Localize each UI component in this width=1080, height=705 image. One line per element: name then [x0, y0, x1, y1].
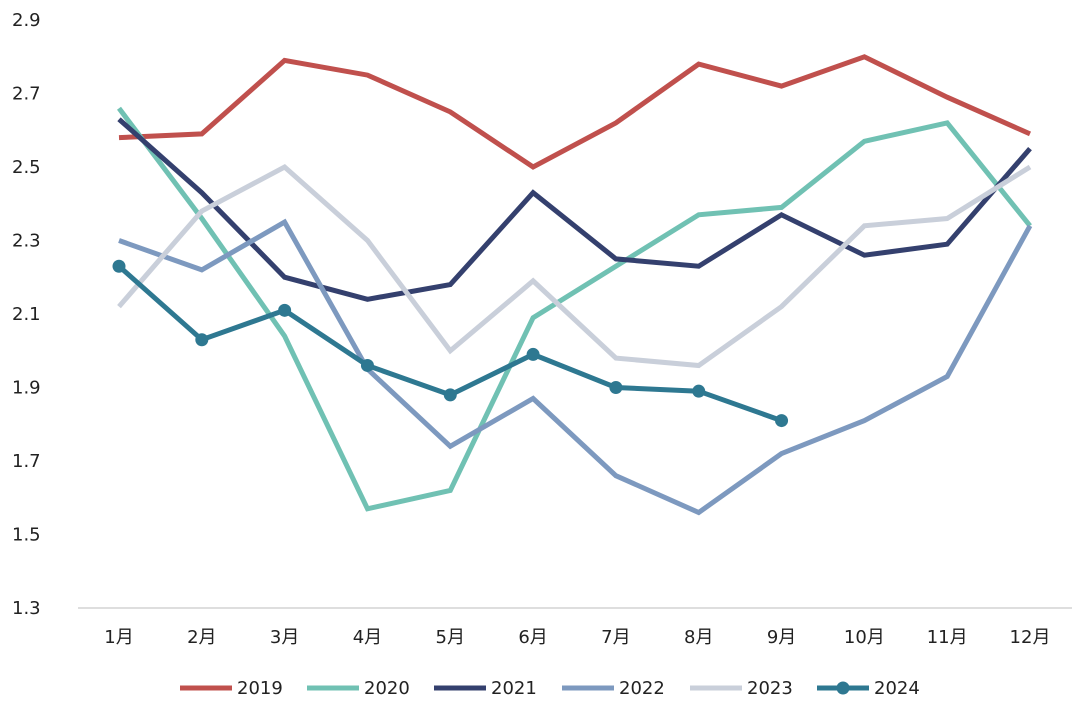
y-tick-label: 1.3 — [12, 598, 41, 619]
data-point-2024 — [112, 259, 126, 273]
y-tick-label: 2.1 — [12, 304, 41, 325]
legend-label: 2022 — [619, 678, 665, 699]
series-lines — [112, 54, 1033, 516]
x-tick-label: 2月 — [187, 627, 216, 648]
y-tick-label: 2.7 — [12, 84, 41, 105]
x-tick-label: 8月 — [684, 627, 713, 648]
legend-marker — [836, 681, 850, 695]
data-point-2024 — [278, 303, 292, 317]
legend-label: 2023 — [747, 678, 793, 699]
series-line-2021 — [117, 117, 1032, 302]
legend-label: 2024 — [874, 678, 920, 699]
y-tick-label: 1.5 — [12, 525, 41, 546]
legend-item-2024: 2024 — [817, 678, 920, 699]
x-axis-ticks: 1月 2月 3月 4月 5月 6月 7月 8月 9月 10月 11月 12月 — [104, 627, 1050, 648]
x-tick-label: 7月 — [601, 627, 630, 648]
data-point-2024 — [195, 333, 209, 347]
legend-item-2020: 2020 — [307, 678, 410, 699]
x-tick-label: 10月 — [844, 627, 885, 648]
x-tick-label: 9月 — [767, 627, 796, 648]
legend-label: 2019 — [237, 678, 283, 699]
x-tick-label: 11月 — [927, 627, 968, 648]
legend: 2019 2020 2021 2022 2023 2024 — [180, 678, 920, 699]
x-tick-label: 6月 — [518, 627, 547, 648]
legend-item-2022: 2022 — [562, 678, 665, 699]
series-line-2022 — [118, 218, 1033, 516]
series-line-2023 — [117, 163, 1032, 369]
legend-item-2019: 2019 — [180, 678, 283, 699]
legend-label: 2020 — [364, 678, 410, 699]
data-point-2024 — [609, 381, 623, 394]
x-tick-label: 5月 — [436, 627, 465, 648]
y-tick-label: 2.9 — [12, 10, 41, 31]
x-tick-label: 1月 — [104, 627, 133, 648]
data-point-2024 — [526, 347, 540, 361]
data-point-2024 — [692, 384, 706, 398]
legend-item-2023: 2023 — [690, 678, 793, 699]
data-point-2024 — [775, 414, 789, 428]
legend-label: 2021 — [491, 678, 537, 699]
series-line-2020 — [117, 106, 1032, 512]
data-point-2024 — [443, 388, 457, 402]
x-tick-label: 4月 — [353, 627, 382, 648]
legend-item-2021: 2021 — [434, 678, 537, 699]
y-tick-label: 2.3 — [12, 231, 41, 252]
y-tick-label: 1.9 — [12, 378, 41, 399]
data-point-2024 — [360, 358, 374, 372]
series-line-2019 — [118, 54, 1032, 170]
y-tick-label: 1.7 — [12, 451, 41, 472]
y-axis-ticks: 2.9 2.7 2.5 2.3 2.1 1.9 1.7 1.5 1.3 — [12, 10, 41, 619]
y-tick-label: 2.5 — [12, 157, 41, 178]
x-tick-label: 12月 — [1010, 627, 1051, 648]
x-tick-label: 3月 — [270, 627, 299, 648]
